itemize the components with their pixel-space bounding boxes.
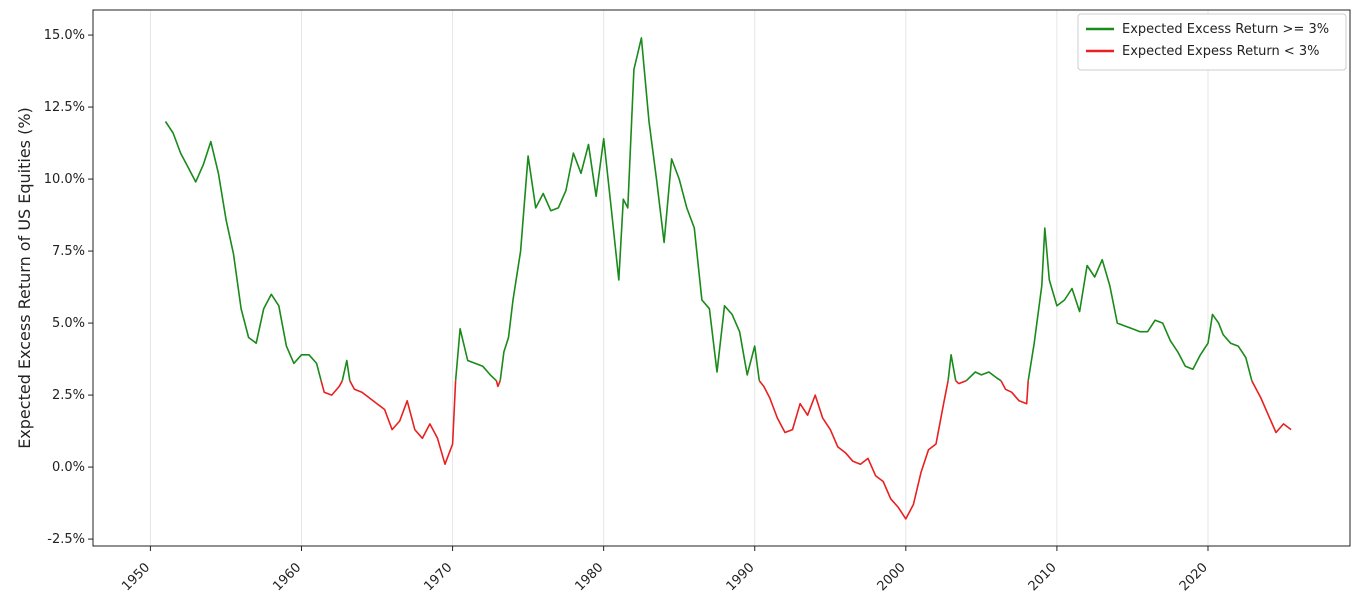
x-tick-label: 2010	[1026, 560, 1060, 594]
x-tick-label: 2000	[875, 560, 909, 594]
x-tick-label: 1960	[270, 560, 304, 594]
y-tick-label: 5.0%	[52, 316, 85, 331]
y-tick-label: 12.5%	[44, 100, 85, 115]
legend-label: Expected Excess Return >= 3%	[1122, 22, 1329, 37]
legend-box	[1077, 13, 1347, 71]
y-tick-label: 0.0%	[52, 460, 85, 475]
data-line	[164, 37, 1253, 382]
x-tick-label: 1970	[421, 560, 455, 594]
y-tick-label: -2.5%	[47, 532, 85, 547]
x-tick-label: 1950	[119, 560, 153, 594]
y-tick-label: 7.5%	[52, 244, 85, 259]
legend-label: Expected Expess Return < 3%	[1122, 44, 1320, 59]
y-tick-label: 2.5%	[52, 388, 85, 403]
plot-frame	[92, 9, 1351, 547]
y-tick-label: 15.0%	[44, 28, 85, 43]
data-line	[320, 379, 1292, 520]
x-tick-label: 1990	[724, 560, 758, 594]
y-tick-label: 10.0%	[44, 172, 85, 187]
y-axis-label: Expected Excess Return of US Equities (%…	[15, 107, 34, 449]
x-tick-label: 1980	[572, 560, 606, 594]
x-tick-label: 2020	[1177, 560, 1211, 594]
